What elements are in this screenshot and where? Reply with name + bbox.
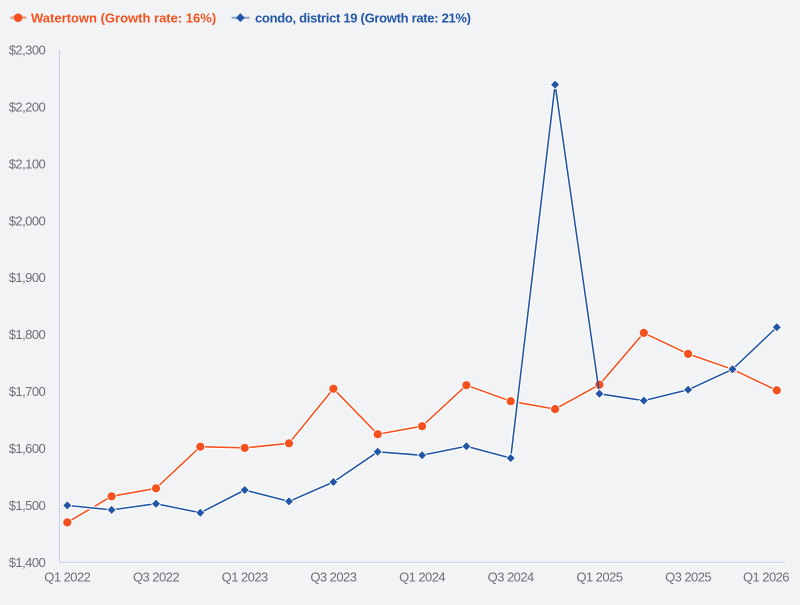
svg-text:Q1 2022: Q1 2022 — [44, 569, 90, 584]
svg-text:$1,800: $1,800 — [9, 327, 46, 342]
svg-text:$2,000: $2,000 — [9, 213, 46, 228]
svg-text:$2,100: $2,100 — [9, 156, 46, 171]
svg-text:Q1 2025: Q1 2025 — [576, 569, 622, 584]
svg-text:$1,600: $1,600 — [9, 441, 46, 456]
svg-text:Q1 2024: Q1 2024 — [399, 569, 445, 584]
svg-text:$1,400: $1,400 — [9, 555, 46, 570]
svg-text:Q1 2026: Q1 2026 — [743, 569, 789, 584]
svg-text:Q3 2023: Q3 2023 — [310, 569, 356, 584]
svg-text:Q3 2022: Q3 2022 — [133, 569, 179, 584]
svg-text:Q3 2025: Q3 2025 — [665, 569, 711, 584]
svg-text:condo, district 19 (Growth rat: condo, district 19 (Growth rate: 21%) — [255, 10, 471, 25]
svg-text:$1,700: $1,700 — [9, 384, 46, 399]
svg-text:$1,500: $1,500 — [9, 498, 46, 513]
svg-text:Q1 2023: Q1 2023 — [222, 569, 268, 584]
svg-text:$1,900: $1,900 — [9, 270, 46, 285]
svg-text:Q3 2024: Q3 2024 — [488, 569, 534, 584]
svg-text:$2,300: $2,300 — [9, 43, 46, 58]
svg-text:Watertown (Growth rate: 16%): Watertown (Growth rate: 16%) — [31, 10, 216, 25]
svg-text:$2,200: $2,200 — [9, 99, 46, 114]
